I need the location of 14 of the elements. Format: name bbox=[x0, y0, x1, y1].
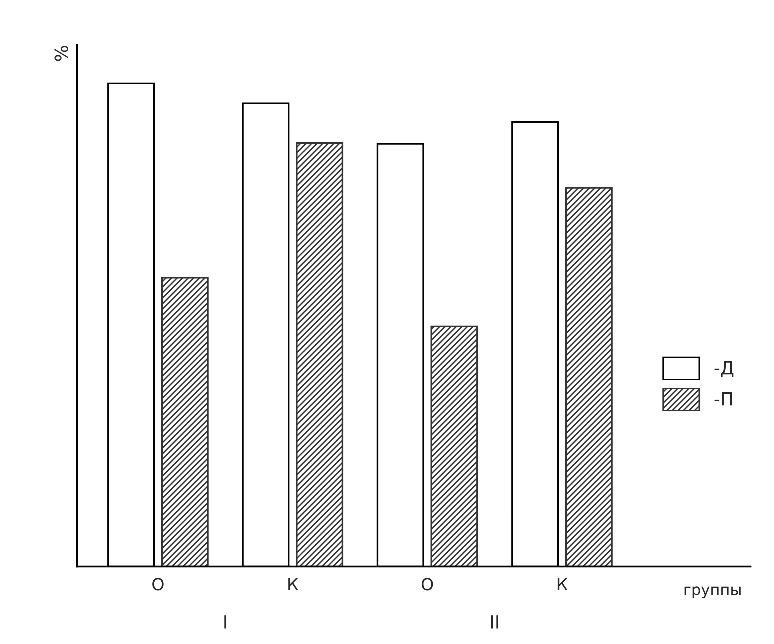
x-tick-label: О bbox=[422, 578, 434, 591]
bar bbox=[161, 277, 209, 567]
y-axis-title: % bbox=[54, 46, 68, 62]
x-tick-label: К bbox=[288, 578, 298, 590]
bar bbox=[565, 187, 613, 567]
x-tick-label: К bbox=[558, 578, 568, 590]
x-axis-title: группы bbox=[684, 586, 741, 598]
legend-label: -П bbox=[714, 392, 732, 406]
bar bbox=[296, 142, 344, 567]
bar bbox=[430, 326, 478, 567]
text: II bbox=[491, 616, 498, 629]
text: I bbox=[224, 616, 226, 629]
x-tick-label: О bbox=[152, 578, 164, 591]
legend-label: -Д bbox=[714, 361, 734, 378]
